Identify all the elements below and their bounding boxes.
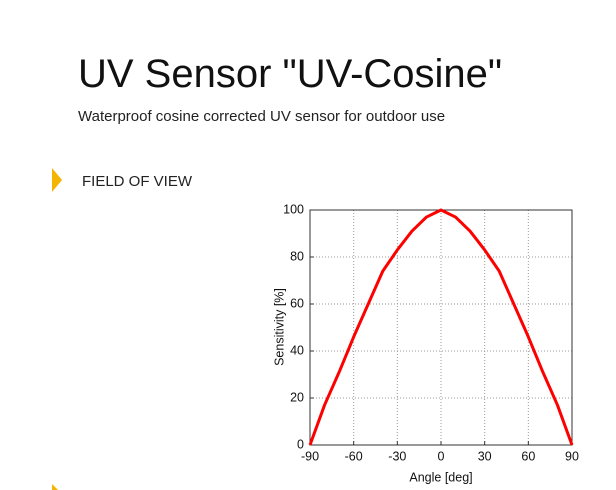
data-line [308,208,574,446]
y-tick-label: 60 [290,296,304,310]
x-tick-label: 0 [438,449,445,463]
x-tick-label: 60 [521,449,535,463]
x-tick-label: 30 [478,449,492,463]
section-arrow [52,168,62,192]
x-tick-label: -90 [301,449,319,463]
x-tick-label: -60 [345,449,363,463]
x-tick-label: 90 [565,449,579,463]
y-tick-label: 40 [290,343,304,357]
y-tick-label: 20 [290,390,304,404]
y-axis-label: Sensitivity [%] [272,288,286,366]
x-axis-label: Angle [deg] [409,470,472,484]
section-arrow [52,484,58,490]
y-tick-label: 0 [297,437,304,451]
y-tick-label: 100 [283,202,304,216]
page-subtitle: Waterproof cosine corrected UV sensor fo… [78,108,446,125]
page-title: UV Sensor "UV-Cosine" [78,52,503,96]
x-tick-label: -30 [388,449,406,463]
y-tick-label: 80 [290,249,304,263]
section-title: FIELD OF VIEW [82,173,193,190]
